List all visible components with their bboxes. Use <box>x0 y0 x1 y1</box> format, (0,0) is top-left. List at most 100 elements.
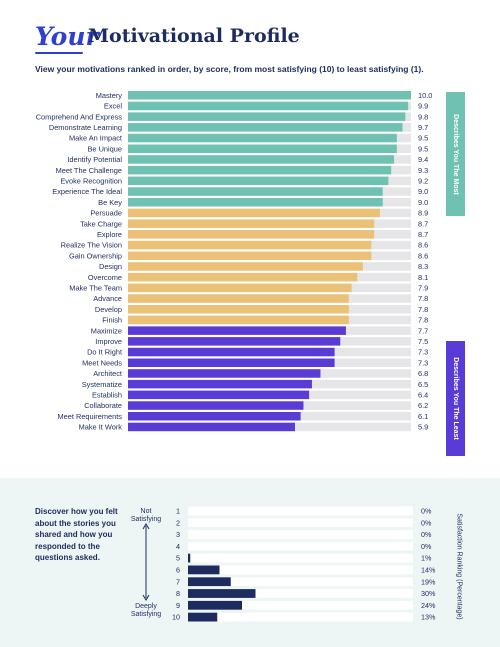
score-label: 10.0 <box>418 91 432 100</box>
percentage-label: 0% <box>421 507 432 516</box>
page-title: Motivational Profile <box>88 25 300 47</box>
category-label: Overcome <box>88 273 122 282</box>
score-bar <box>128 230 375 239</box>
percentage-label: 0% <box>421 530 432 539</box>
category-label: Experience The Ideal <box>52 187 122 196</box>
score-bar <box>128 326 346 335</box>
score-bar <box>128 165 392 175</box>
category-label: Realize The Vision <box>61 241 122 250</box>
percentage-label: 24% <box>421 601 436 610</box>
category-label: Finish <box>102 316 122 325</box>
ranking-bar <box>188 612 218 622</box>
ranking-bar <box>188 600 242 610</box>
category-label: Mastery <box>96 91 123 100</box>
score-bar <box>128 283 352 293</box>
arrow-head-up <box>142 523 150 530</box>
percentage-label: 13% <box>421 613 436 622</box>
score-label: 8.6 <box>418 241 428 250</box>
score-label: 6.5 <box>418 380 428 389</box>
ranking-track <box>188 506 413 516</box>
score-label: 7.5 <box>418 337 428 346</box>
category-label: Be Key <box>98 198 122 207</box>
category-label: Identify Potential <box>67 155 122 164</box>
category-label: Meet Requirements <box>58 412 123 421</box>
score-bar <box>128 187 383 196</box>
score-bar <box>128 262 363 271</box>
score-bar <box>128 208 380 218</box>
percentage-label: 0% <box>421 518 432 527</box>
category-label: Be Unique <box>87 144 122 153</box>
ranking-label: 4 <box>176 542 180 551</box>
score-bar <box>128 294 349 303</box>
ranking-track <box>188 600 413 610</box>
percentage-label: 1% <box>421 554 432 563</box>
category-label: Explore <box>97 230 122 239</box>
score-bar <box>128 198 383 207</box>
category-label: Maximize <box>91 326 122 335</box>
score-label: 9.8 <box>418 112 428 121</box>
category-label: Improve <box>95 337 122 346</box>
score-label: 6.4 <box>418 390 428 399</box>
ranking-label: 8 <box>176 589 180 598</box>
satisfaction-axis-label-wrap: Satisfaction Ranking (Percentage) <box>453 511 465 622</box>
score-label: 9.7 <box>418 123 428 132</box>
score-label: 8.7 <box>418 219 428 228</box>
ranking-label: 2 <box>176 518 180 527</box>
category-label: Develop <box>95 305 122 314</box>
score-label: 5.9 <box>418 423 428 432</box>
score-label: 8.9 <box>418 209 428 218</box>
not-satisfying-label: Not Satisfying <box>130 508 162 523</box>
percentage-label: 19% <box>421 577 436 586</box>
score-bar <box>128 101 409 111</box>
category-label: Do It Right <box>87 348 122 357</box>
score-bar <box>128 272 358 282</box>
category-label: Architect <box>93 369 122 378</box>
ranking-track <box>188 518 413 528</box>
category-label: Advance <box>93 294 122 303</box>
category-label: Evoke Recognition <box>60 176 122 185</box>
motivation-scores-chart: Mastery 10.0 Excel 9.9 Comprehend And Expres… <box>36 91 433 432</box>
deeply-satisfying-label: Deeply Satisfying <box>130 603 162 618</box>
describes-least-label: Describes You The Least <box>452 357 460 440</box>
arrow-head-down <box>142 594 150 601</box>
category-label: Demonstrate Learning <box>49 123 122 132</box>
score-bar <box>128 369 321 378</box>
ranking-label: 9 <box>176 601 180 610</box>
score-bar <box>128 412 301 421</box>
score-bar <box>128 315 349 325</box>
category-label: Comprehend And Express <box>36 112 123 121</box>
score-bar <box>128 251 372 260</box>
ranking-track <box>188 589 413 598</box>
score-label: 9.4 <box>418 155 428 164</box>
describes-least-tab: Describes You The Least <box>446 341 465 456</box>
category-label: Take Charge <box>80 219 122 228</box>
score-label: 8.6 <box>418 251 428 260</box>
category-label: Make It Work <box>79 423 123 432</box>
score-label: 7.3 <box>418 358 428 367</box>
score-bar <box>128 305 349 314</box>
score-label: 7.8 <box>418 316 428 325</box>
score-label: 7.8 <box>418 294 428 303</box>
score-bar <box>128 155 395 164</box>
score-label: 9.2 <box>418 176 428 185</box>
ranking-track <box>188 541 413 551</box>
ranking-track <box>188 612 413 622</box>
score-label: 7.7 <box>418 326 428 335</box>
describes-most-label: Describes You The Most <box>452 113 459 195</box>
score-bar <box>128 379 312 389</box>
score-bar <box>128 390 310 400</box>
category-label: Collaborate <box>84 401 122 410</box>
score-bar <box>128 422 295 432</box>
category-label: Meet Needs <box>82 358 122 367</box>
category-label: Design <box>99 262 122 271</box>
score-label: 8.1 <box>418 273 428 282</box>
ranking-bar <box>188 565 220 575</box>
percentage-label: 0% <box>421 542 432 551</box>
score-bar <box>128 144 397 153</box>
ranking-bar <box>188 589 256 598</box>
category-label: Meet The Challenge <box>56 166 122 175</box>
score-label: 7.8 <box>418 305 428 314</box>
score-label: 8.3 <box>418 262 428 271</box>
title-underline <box>35 52 83 54</box>
ranking-bar <box>188 577 231 587</box>
